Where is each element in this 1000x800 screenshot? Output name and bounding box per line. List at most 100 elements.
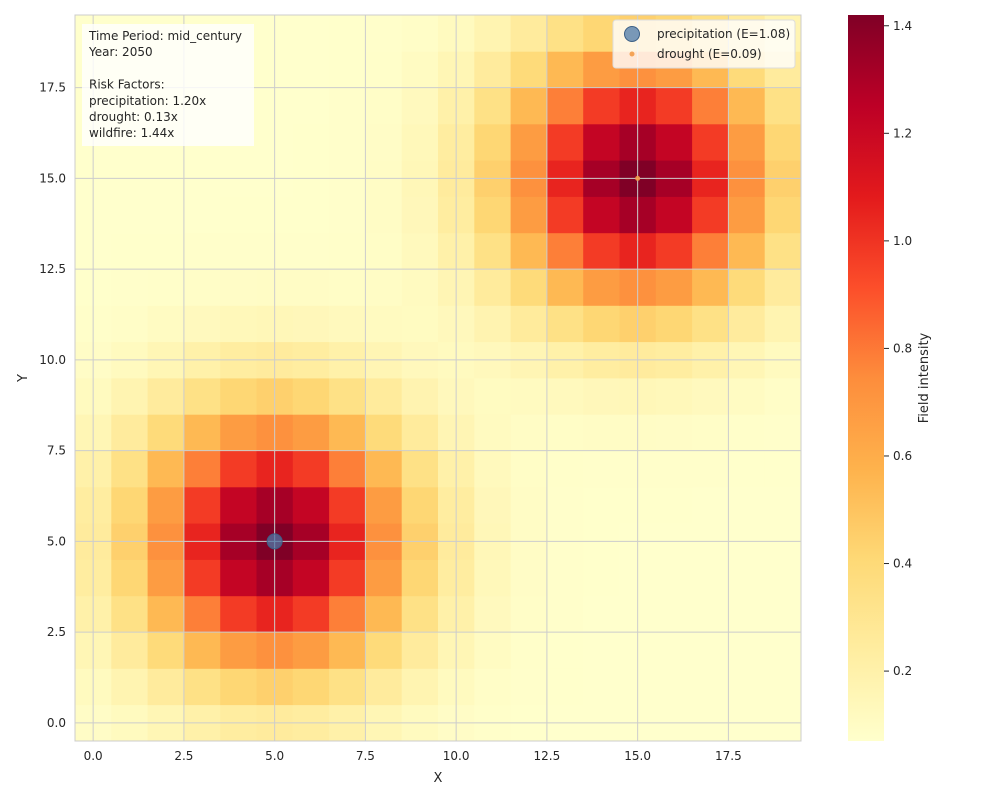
heatmap-cell <box>546 232 584 270</box>
heatmap-cell <box>692 232 729 270</box>
heatmap-cell <box>692 668 729 706</box>
heatmap-cell <box>183 378 221 415</box>
heatmap-cell <box>764 378 802 415</box>
heatmap-cell <box>401 450 439 488</box>
heatmap-cell <box>183 668 221 706</box>
heatmap-cell <box>728 632 766 669</box>
heatmap-cell <box>583 305 620 343</box>
heatmap-cell <box>401 305 439 343</box>
annotation-line: Risk Factors: <box>89 78 165 92</box>
heatmap-cell <box>474 87 511 125</box>
heatmap-cell <box>546 668 584 706</box>
heatmap-cell <box>329 414 366 451</box>
heatmap-cell <box>583 414 620 451</box>
heatmap-cell <box>583 123 620 161</box>
heatmap-cell <box>292 559 330 597</box>
heatmap-cell <box>401 51 439 88</box>
heatmap-cell <box>329 269 366 306</box>
heatmap-cell <box>111 450 148 488</box>
heatmap-cell <box>764 450 802 488</box>
heatmap-cell <box>111 232 148 270</box>
heatmap-cell <box>546 123 584 161</box>
heatmap-cell <box>728 232 766 270</box>
heatmap-cell <box>329 595 366 633</box>
legend: precipitation (E=1.08) drought (E=0.09) <box>612 19 796 69</box>
legend-entry: drought (E=0.09) <box>657 47 762 61</box>
heatmap-cell <box>474 123 511 161</box>
heatmap-cell <box>692 595 729 633</box>
heatmap-cell <box>292 378 330 415</box>
heatmap-cell <box>401 378 439 415</box>
heatmap-cell <box>365 632 403 669</box>
heatmap-cell <box>546 305 584 343</box>
heatmap-cell <box>401 668 439 706</box>
heatmap-cell <box>365 87 403 125</box>
legend-frame <box>612 19 796 69</box>
colorbar-gradient <box>848 15 884 741</box>
heatmap-cell <box>183 196 221 234</box>
heatmap-cell <box>183 450 221 488</box>
colorbar-tick-label: 1.4 <box>893 19 912 33</box>
heatmap-cell <box>764 269 802 306</box>
heatmap-cell <box>728 305 766 343</box>
heatmap-cell <box>583 87 620 125</box>
heatmap-cell <box>329 51 366 88</box>
heatmap-cell <box>510 595 548 633</box>
heatmap-cell <box>764 486 802 524</box>
heatmap-cell <box>692 196 729 234</box>
heatmap-cell <box>546 414 584 451</box>
heatmap-cell <box>692 559 729 597</box>
heatmap-cell <box>474 668 511 706</box>
heatmap-cell <box>692 414 729 451</box>
heatmap-cell <box>292 87 330 125</box>
heatmap-cell <box>365 486 403 524</box>
heatmap-cell <box>147 196 185 234</box>
heatmap-cell <box>329 196 366 234</box>
heatmap-cell <box>583 486 620 524</box>
heatmap-cell <box>401 595 439 633</box>
heatmap-cell <box>728 196 766 234</box>
heatmap-cell <box>510 450 548 488</box>
heatmap-cell <box>764 87 802 125</box>
x-tick-label: 2.5 <box>174 749 193 763</box>
heatmap-cell <box>474 269 511 306</box>
heatmap-cell <box>728 269 766 306</box>
heatmap-cell <box>692 269 729 306</box>
heatmap-cell <box>728 559 766 597</box>
heatmap-cell <box>510 123 548 161</box>
annotation-line: wildfire: 1.44x <box>89 126 174 140</box>
grid-lines <box>75 15 801 741</box>
heatmap-cell <box>292 15 330 52</box>
heatmap-cell <box>546 450 584 488</box>
heatmap-cell <box>655 378 693 415</box>
heatmap-cell <box>292 51 330 88</box>
annotation-line: drought: 0.13x <box>89 110 178 124</box>
heatmap-cell <box>292 196 330 234</box>
heatmap-cell <box>401 632 439 669</box>
heatmap-cell <box>401 232 439 270</box>
heatmap-cell <box>365 414 403 451</box>
heatmap-cell <box>329 305 366 343</box>
heatmap-cell <box>474 450 511 488</box>
heatmap-cell <box>510 486 548 524</box>
heatmap-cell <box>147 559 185 597</box>
annotation-line: Time Period: mid_century <box>88 29 242 43</box>
heatmap-cell <box>510 632 548 669</box>
precipitation-marker <box>266 533 283 550</box>
heatmap-cell <box>365 450 403 488</box>
heatmap-cell <box>111 595 148 633</box>
heatmap-cell <box>474 15 511 52</box>
heatmap-cell <box>692 378 729 415</box>
heatmap-cell <box>546 486 584 524</box>
heatmap-cell <box>546 51 584 88</box>
heatmap-cell <box>329 559 366 597</box>
heatmap-cell <box>111 305 148 343</box>
heatmap-cell <box>220 305 257 343</box>
heatmap-cell <box>220 378 257 415</box>
heatmap-cell <box>692 450 729 488</box>
heatmap-cell <box>220 232 257 270</box>
y-tick-label: 12.5 <box>39 262 66 276</box>
heatmap-cell <box>510 269 548 306</box>
y-axis-ticks: 0.0 2.5 5.0 7.5 10.0 12.5 15.0 17.5 <box>39 81 66 730</box>
heatmap-cell <box>329 87 366 125</box>
